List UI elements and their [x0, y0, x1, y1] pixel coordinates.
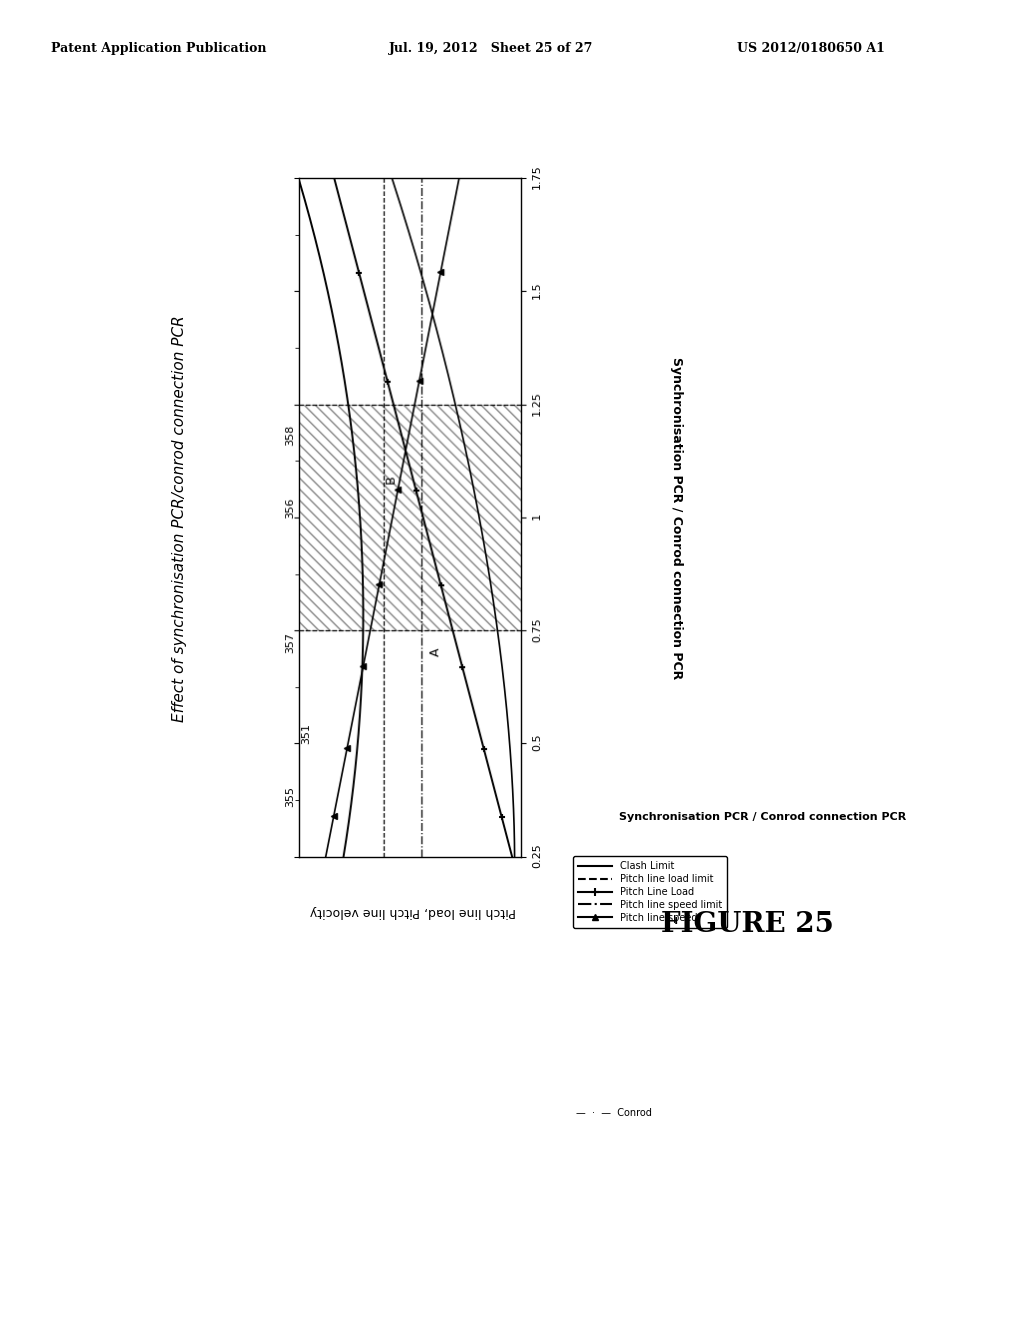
Text: —  ·  —  Conrod: — · — Conrod: [577, 1107, 652, 1118]
Text: Synchronisation PCR / Conrod connection PCR: Synchronisation PCR / Conrod connection …: [670, 358, 683, 680]
Text: Synchronisation PCR / Conrod connection PCR: Synchronisation PCR / Conrod connection …: [620, 812, 906, 822]
Text: Jul. 19, 2012   Sheet 25 of 27: Jul. 19, 2012 Sheet 25 of 27: [389, 42, 594, 55]
Text: Pitch line load, Pitch line velocity: Pitch line load, Pitch line velocity: [310, 906, 516, 917]
Text: FIGURE 25: FIGURE 25: [662, 911, 834, 937]
Text: Effect of synchronisation PCR/conrod connection PCR: Effect of synchronisation PCR/conrod con…: [172, 315, 186, 722]
Text: US 2012/0180650 A1: US 2012/0180650 A1: [737, 42, 885, 55]
Text: Patent Application Publication: Patent Application Publication: [51, 42, 266, 55]
Legend: Clash Limit, Pitch line load limit, Pitch Line Load, Pitch line speed limit, Pit: Clash Limit, Pitch line load limit, Pitc…: [573, 857, 727, 928]
